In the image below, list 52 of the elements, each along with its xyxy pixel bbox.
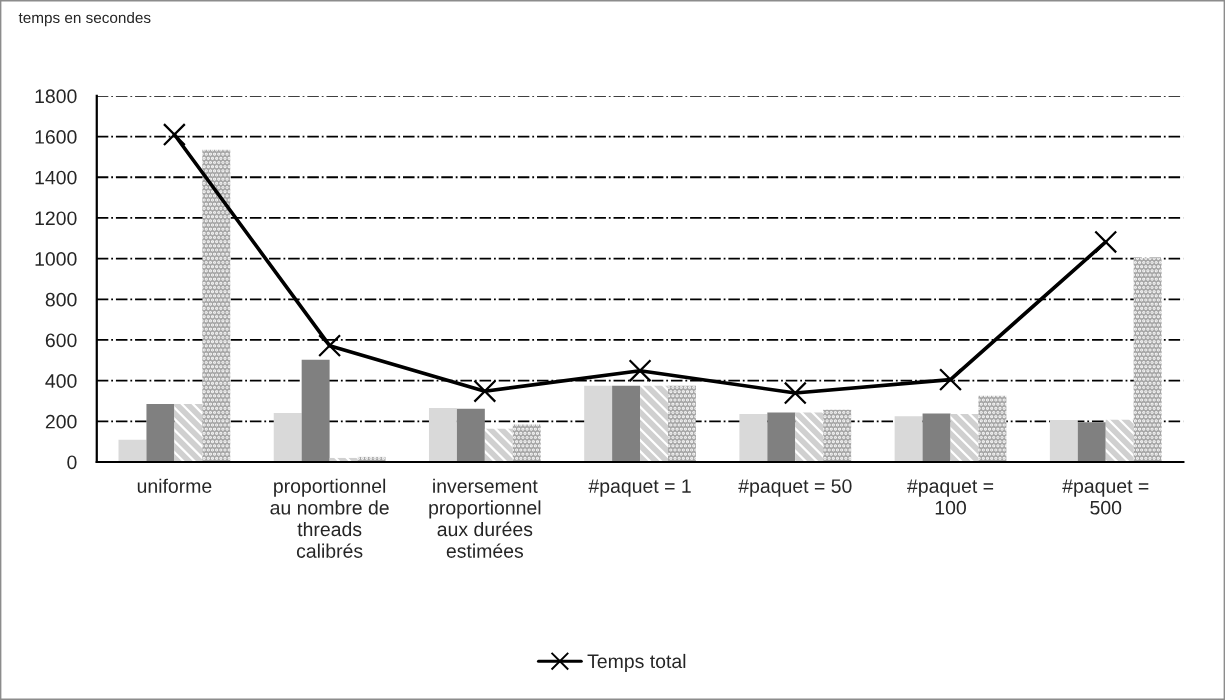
bar: [273, 412, 302, 462]
x-tick-label: #paquet = 100: [907, 479, 994, 515]
bar: [894, 416, 923, 462]
bar: [428, 407, 457, 462]
point: [162, 123, 186, 147]
bar: [1077, 422, 1106, 462]
y-tick-label: 0: [67, 455, 77, 470]
x-tick-label: #paquet = 50: [738, 479, 852, 497]
bar: [668, 385, 696, 462]
point: [473, 379, 497, 403]
bar: [612, 385, 641, 462]
bar: [739, 414, 768, 462]
bar: [202, 149, 231, 462]
x-tick-label: uniforme: [137, 478, 212, 493]
bar: [512, 424, 541, 462]
point: [1094, 230, 1118, 254]
x-tick-label: inversement proportionnel aux durées estimées: [429, 478, 541, 558]
bar: [584, 385, 613, 462]
y-axis-title: temps en secondes: [18, 11, 151, 27]
bar: [823, 409, 852, 462]
x-tick-label: proportionnel au nombre de threads calibrés: [270, 478, 389, 558]
bar: [1133, 258, 1162, 462]
legend-label: Temps total: [587, 653, 686, 672]
y-tick-label: 800: [45, 292, 77, 307]
x-tick-label: #paquet = 1: [588, 479, 691, 497]
y-tick-label: 1800: [35, 89, 77, 104]
bar: [118, 439, 147, 462]
y-tick-label: 1200: [35, 211, 77, 226]
bar: [767, 412, 796, 462]
bar: [456, 408, 485, 462]
bar: [922, 413, 951, 462]
y-tick-label: 1600: [35, 130, 77, 144]
y-tick-label: 1000: [35, 252, 77, 266]
bar: [950, 414, 979, 462]
y-tick-label: 600: [45, 333, 77, 348]
point: [318, 334, 342, 358]
bar: [484, 428, 513, 462]
point: [938, 368, 963, 392]
y-tick-label: 1400: [35, 170, 77, 185]
y-tick-label: 200: [45, 414, 77, 429]
point: [783, 381, 807, 405]
bar: [301, 359, 330, 462]
bar: [978, 395, 1007, 462]
bar: [640, 385, 668, 462]
bar: [146, 404, 175, 462]
bar: [1049, 419, 1078, 462]
bar: [795, 412, 824, 462]
x-tick-label: #paquet = 500: [1062, 479, 1149, 515]
point: [628, 359, 652, 383]
bar: [174, 404, 203, 462]
bar: [1105, 419, 1134, 462]
y-tick-label: 400: [45, 374, 77, 388]
